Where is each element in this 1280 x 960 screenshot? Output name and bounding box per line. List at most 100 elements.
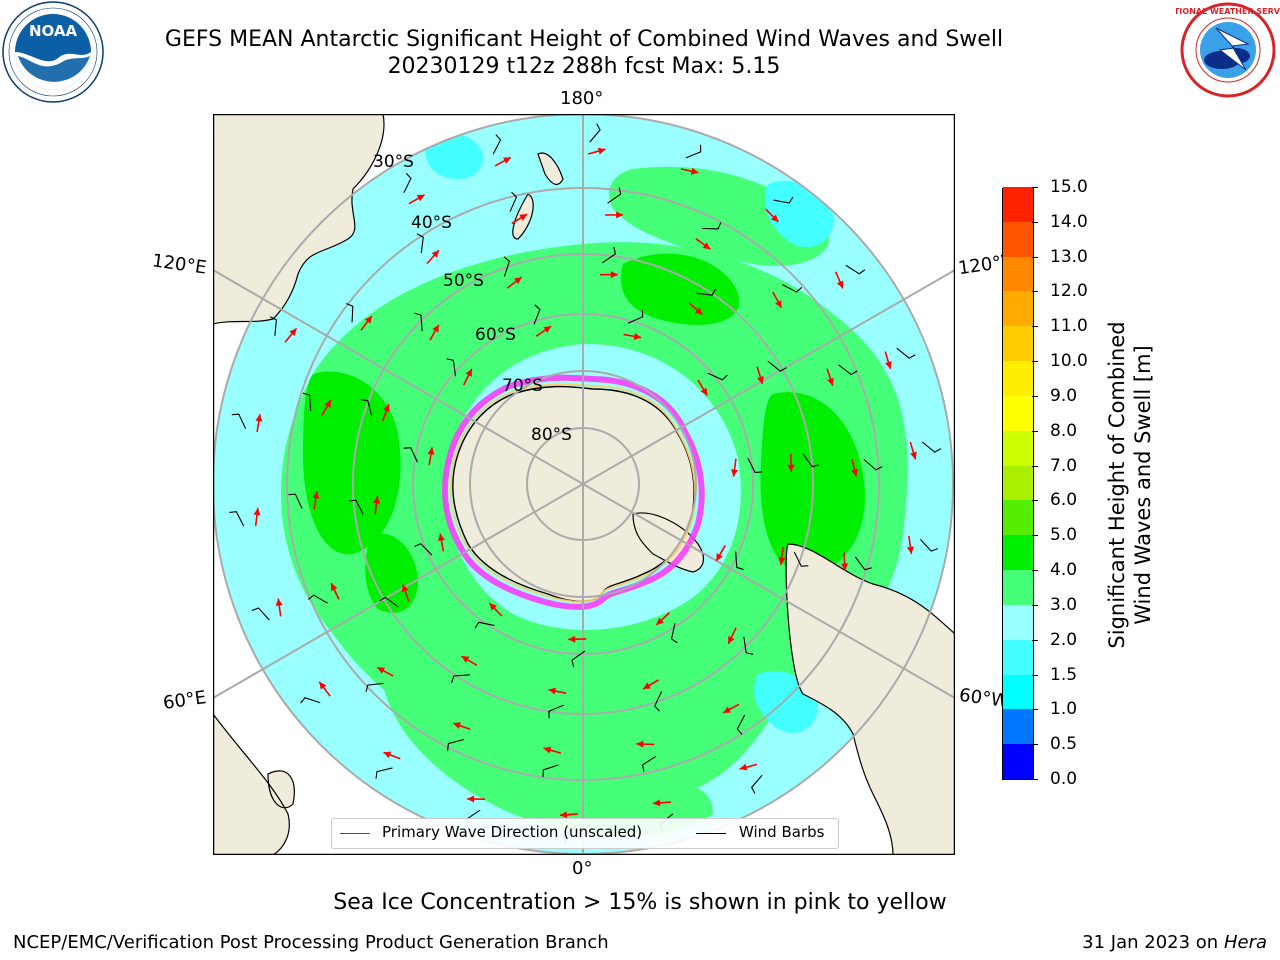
nws-logo-text: NATIONAL WEATHER SERVICE bbox=[1176, 7, 1280, 16]
wave-arrow-head bbox=[836, 280, 844, 289]
wind-barb bbox=[845, 264, 866, 275]
wave-arrow-head bbox=[312, 491, 320, 499]
wave-arrow-head bbox=[548, 687, 557, 695]
lat-label-30s: 30°S bbox=[373, 152, 414, 172]
colorbar-tick-label: 11.0 bbox=[1032, 318, 1088, 335]
wave-arrow-head bbox=[289, 328, 297, 337]
colorbar-segment bbox=[1003, 186, 1033, 222]
wind-barb bbox=[696, 288, 716, 296]
wave-arrow-head bbox=[543, 746, 552, 754]
wave-arrow-head bbox=[910, 451, 917, 460]
wave-arrow-head bbox=[319, 681, 327, 690]
wave-arrow-head bbox=[739, 763, 748, 771]
colorbar-segment bbox=[1003, 499, 1033, 536]
lon-label-0: 0° bbox=[572, 858, 593, 879]
wind-barb bbox=[743, 636, 754, 655]
wave-height-band-4m-south bbox=[365, 533, 418, 613]
wave-arrow-head bbox=[728, 636, 735, 644]
chart-title: GEFS MEAN Antarctic Significant Height o… bbox=[164, 27, 1004, 52]
wave-arrow-head bbox=[723, 706, 731, 713]
wave-arrow-head bbox=[690, 167, 699, 175]
wind-barb bbox=[627, 309, 644, 324]
land-south-america bbox=[785, 543, 955, 855]
wind-barbs bbox=[229, 123, 942, 843]
wind-barb bbox=[379, 596, 399, 608]
credit-branch: NCEP/EMC/Verification Post Processing Pr… bbox=[13, 932, 609, 953]
colorbar-segment bbox=[1003, 569, 1033, 605]
wind-barb bbox=[589, 123, 601, 143]
colorbar-segment bbox=[1003, 360, 1033, 396]
wave-arrow-head bbox=[502, 157, 511, 164]
wind-barb bbox=[736, 714, 746, 735]
wind-barb bbox=[641, 755, 657, 772]
wave-arrow-head bbox=[694, 307, 703, 315]
wind-barb bbox=[229, 511, 245, 527]
colorbar-segment bbox=[1003, 430, 1033, 466]
wind-barb bbox=[601, 246, 617, 264]
wave-arrow-head bbox=[438, 533, 445, 542]
colorbar-segment bbox=[1003, 708, 1033, 745]
credit-host: Hera bbox=[1223, 932, 1267, 953]
colorbar-segment bbox=[1003, 604, 1033, 640]
wind-barb bbox=[782, 284, 803, 293]
wave-arrow-head bbox=[633, 332, 642, 340]
legend-wind-label: Wind Barbs bbox=[739, 823, 825, 841]
wave-arrow-head bbox=[559, 811, 568, 819]
wave-arrow-head bbox=[255, 414, 263, 422]
wind-barb bbox=[451, 674, 470, 683]
noaa-logo-text: NOAA bbox=[29, 22, 78, 40]
colorbar-tick-label: 7.0 bbox=[1031, 457, 1077, 475]
sea-ice-rim bbox=[442, 374, 705, 610]
wave-arrow-head bbox=[787, 464, 795, 472]
wave-arrow-head bbox=[568, 635, 576, 643]
wave-arrow-head bbox=[467, 795, 475, 803]
wind-barb bbox=[838, 364, 858, 376]
wind-barb bbox=[474, 621, 495, 629]
wind-barb bbox=[670, 623, 678, 644]
lon-label-60e: 60°E bbox=[161, 687, 208, 714]
wind-barb bbox=[403, 447, 419, 463]
wave-height-band-2m-patch-3 bbox=[425, 132, 483, 179]
wind-barb bbox=[302, 392, 312, 412]
colorbar-segment bbox=[1003, 290, 1033, 327]
wind-barb bbox=[654, 691, 663, 712]
wave-arrow-head bbox=[841, 563, 849, 571]
wave-arrow-head bbox=[643, 682, 651, 690]
wind-barb bbox=[231, 413, 247, 429]
wind-barb bbox=[446, 358, 457, 377]
wave-arrow-head bbox=[597, 147, 606, 155]
nws-logo-icon: NATIONAL WEATHER SERVICE bbox=[1176, 2, 1280, 98]
wave-arrow-head bbox=[461, 656, 470, 663]
wave-arrow-head bbox=[465, 368, 472, 377]
wave-arrow-head bbox=[827, 377, 834, 386]
lat-label-80s: 80°S bbox=[531, 425, 572, 445]
wave-arrow-head bbox=[543, 326, 552, 333]
wave-arrow-head bbox=[427, 447, 435, 455]
lat-label-40s: 40°S bbox=[411, 213, 452, 233]
colorbar-tick-label: 9.0 bbox=[1031, 387, 1077, 405]
wave-arrow-head bbox=[324, 399, 331, 408]
lat-label-50s: 50°S bbox=[443, 271, 484, 291]
colorbar-label-line1: Significant Height of Combined bbox=[1105, 321, 1129, 649]
legend-wind-swatch bbox=[696, 833, 726, 834]
wave-arrow-head bbox=[489, 603, 497, 611]
colorbar-tick-label: 2.0 bbox=[1031, 631, 1077, 649]
wave-arrow-head bbox=[513, 277, 522, 285]
wave-arrow-head bbox=[453, 722, 462, 729]
wind-barb bbox=[403, 172, 412, 193]
wave-arrow-head bbox=[771, 214, 779, 222]
wind-barb bbox=[251, 607, 270, 621]
wind-barb bbox=[548, 704, 564, 719]
wind-barb bbox=[416, 233, 424, 254]
wave-arrow-head bbox=[253, 507, 261, 516]
colorbar-tick-label: 10.0 bbox=[1032, 353, 1088, 370]
colorbar-tick-label: 5.0 bbox=[1031, 527, 1077, 544]
colorbar-segment bbox=[1003, 639, 1033, 675]
lon-label-120e: 120°E bbox=[150, 250, 208, 279]
wave-arrow-head bbox=[432, 324, 439, 333]
legend-wave-label: Primary Wave Direction (unscaled) bbox=[382, 823, 643, 841]
lat-label-70s: 70°S bbox=[502, 376, 543, 396]
wind-barb bbox=[750, 774, 763, 794]
wave-arrow-head bbox=[731, 469, 738, 477]
colorbar-segment bbox=[1003, 395, 1033, 431]
